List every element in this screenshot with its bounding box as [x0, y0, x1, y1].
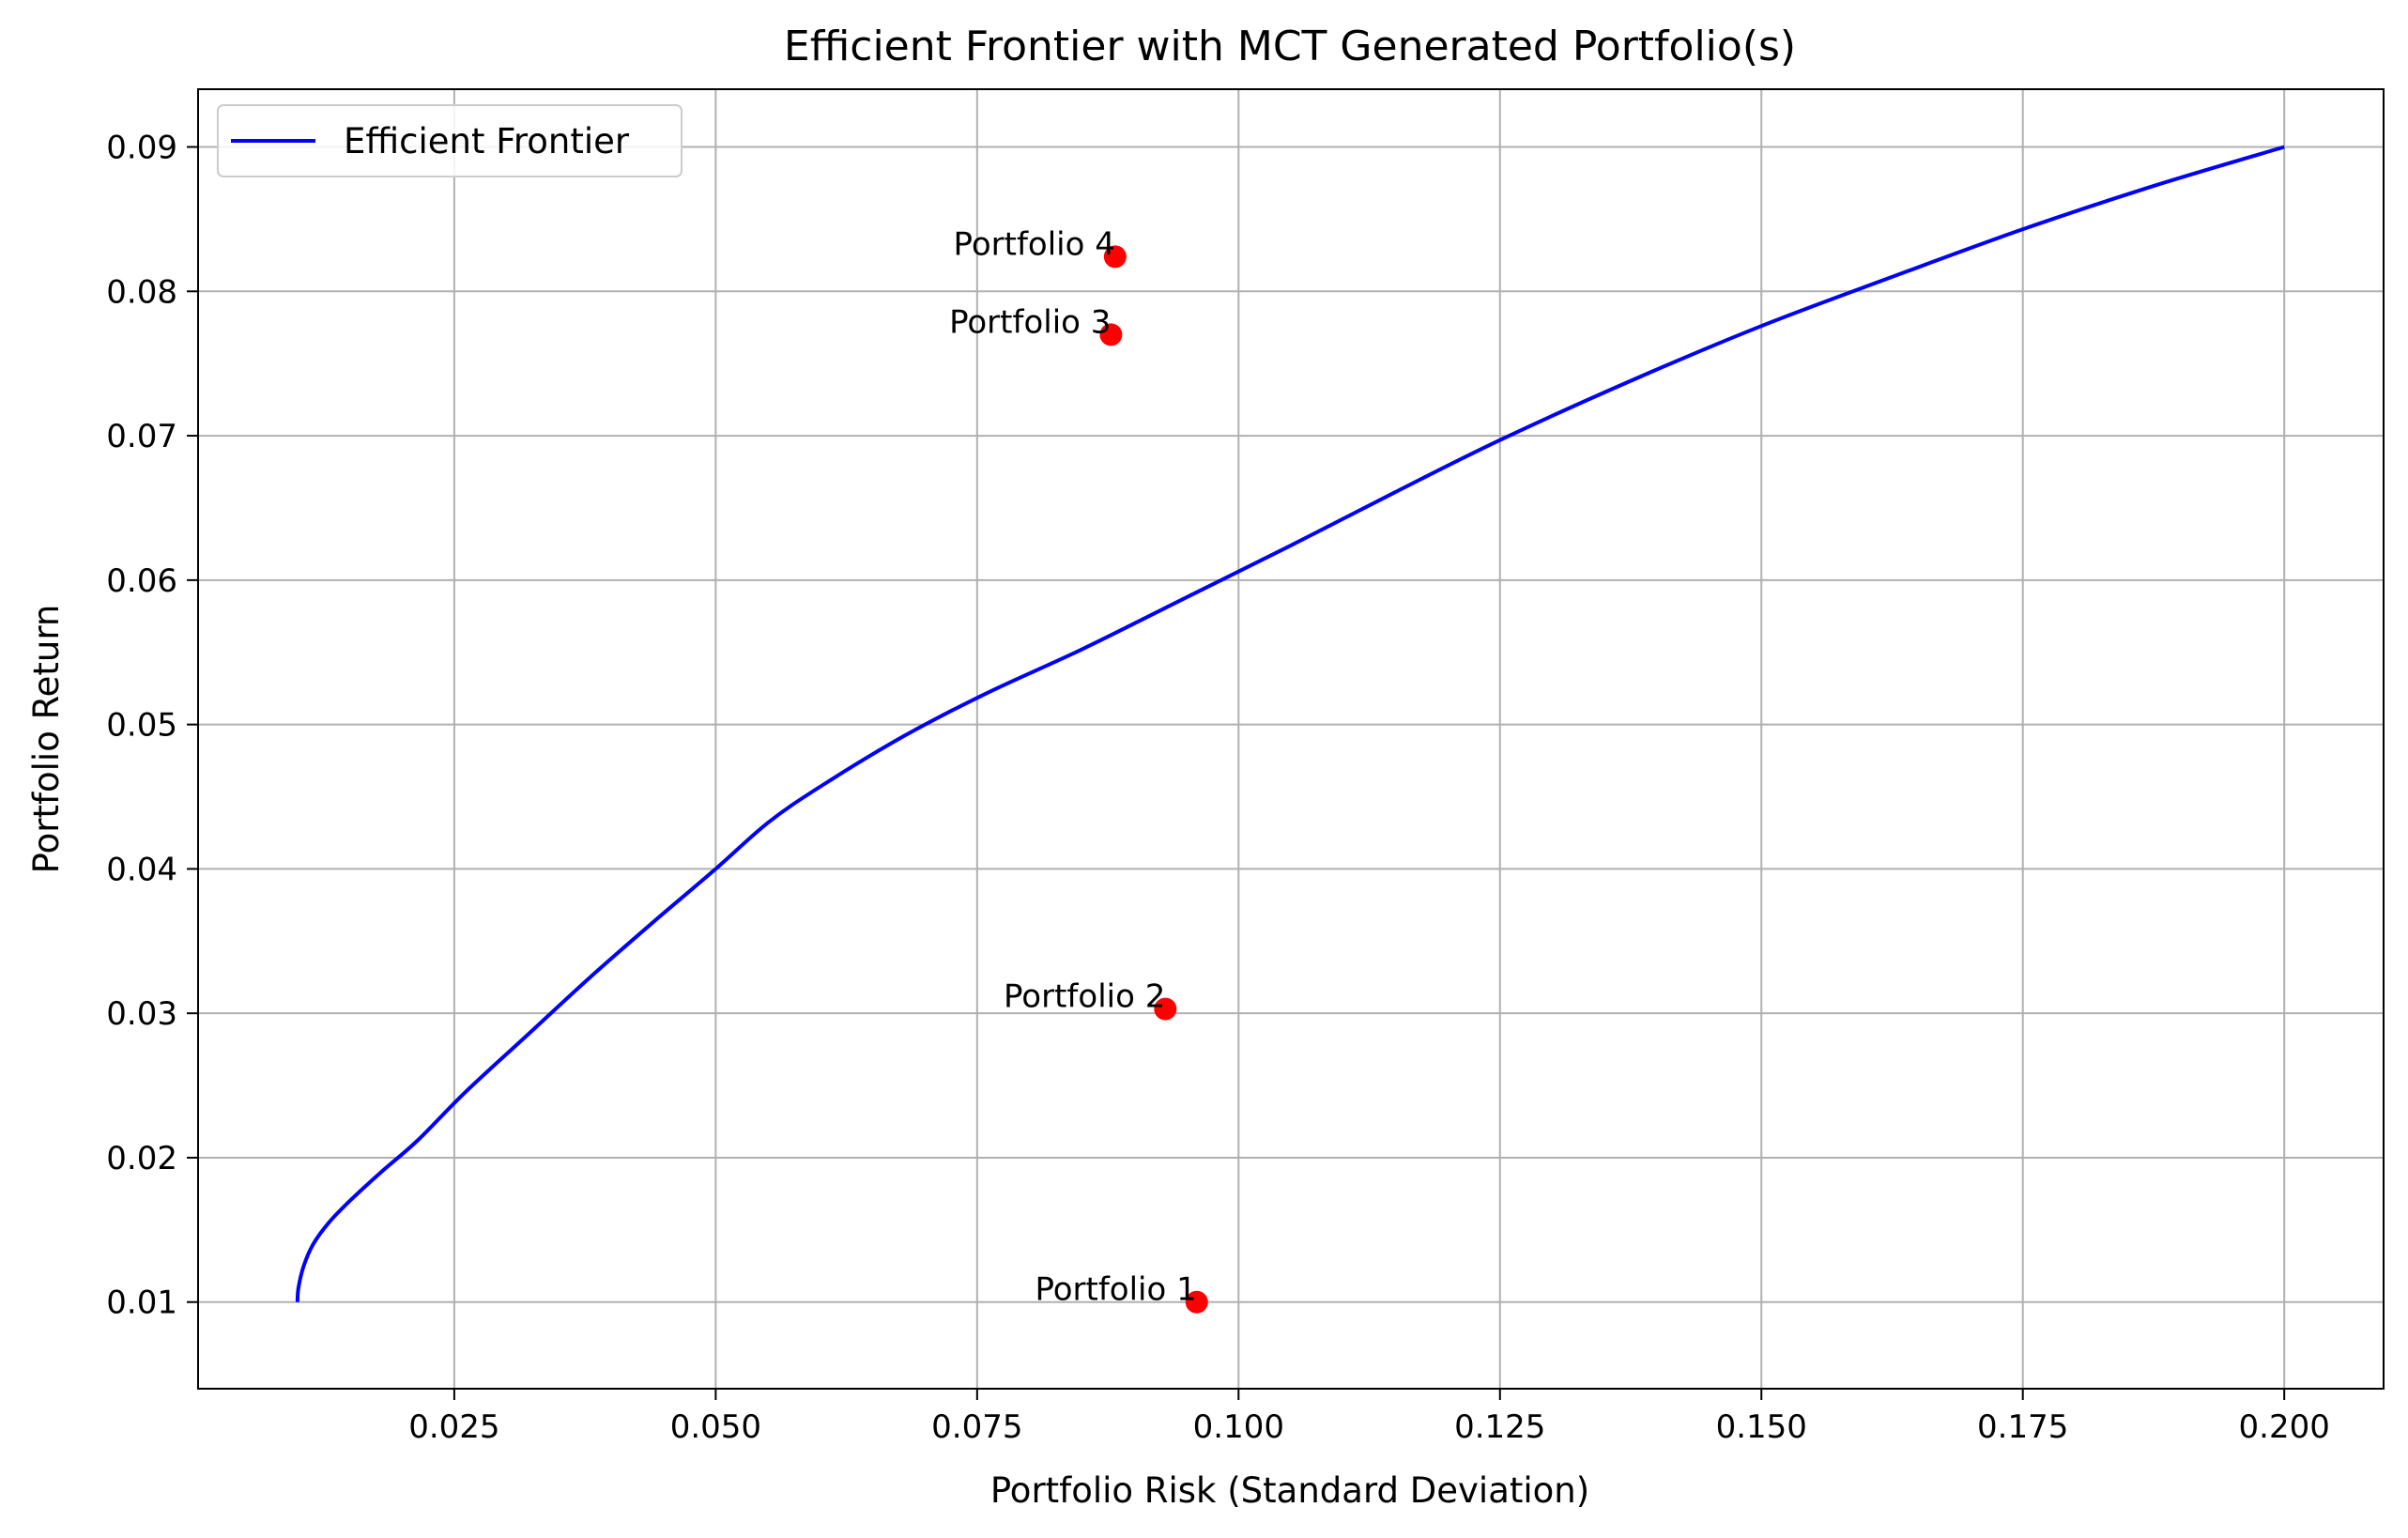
x-tick-label: 0.175: [1977, 1408, 2068, 1446]
portfolio-label: Portfolio 4: [954, 225, 1115, 263]
y-tick-label: 0.01: [106, 1284, 177, 1322]
legend-entry: Efficient Frontier: [344, 121, 630, 161]
x-tick-label: 0.075: [931, 1408, 1022, 1446]
y-tick-label: 0.08: [106, 273, 177, 311]
portfolio-point: [1103, 245, 1127, 269]
y-tick-label: 0.05: [106, 707, 177, 745]
grid: [198, 89, 2384, 1389]
y-axis-label: Portfolio Return: [26, 605, 67, 874]
y-tick-label: 0.02: [106, 1140, 177, 1177]
portfolio-label: Portfolio 2: [1004, 978, 1165, 1016]
x-tick-label: 0.150: [1716, 1408, 1807, 1446]
series-layer: [295, 145, 2285, 1302]
y-tick-label: 0.03: [106, 995, 177, 1033]
x-tick-label: 0.100: [1193, 1408, 1284, 1446]
portfolio-point: [1154, 997, 1177, 1021]
x-tick-label: 0.050: [670, 1408, 761, 1446]
efficient-frontier-line: [295, 145, 2285, 1302]
portfolio-point: [1185, 1290, 1208, 1314]
y-axis-ticks: 0.01 0.02 0.03 0.04 0.05 0.06 0.07 0.08 0.09: [106, 130, 198, 1322]
portfolio-label: Portfolio 1: [1035, 1271, 1196, 1309]
y-tick-label: 0.04: [106, 851, 177, 888]
x-tick-label: 0.125: [1454, 1408, 1545, 1446]
y-tick-label: 0.06: [106, 562, 177, 600]
x-axis-label: Portfolio Risk (Standard Deviation): [990, 1470, 1589, 1511]
legend: Efficient Frontier: [217, 104, 683, 177]
x-tick-label: 0.025: [408, 1408, 499, 1446]
x-tick-label: 0.200: [2239, 1408, 2330, 1446]
chart-title: Efficient Frontier with MCT Generated Po…: [784, 23, 1796, 70]
y-tick-label: 0.07: [106, 418, 177, 455]
y-tick-label: 0.09: [106, 130, 177, 167]
plot-frame: [197, 88, 2385, 1390]
portfolio-point: [1099, 323, 1123, 346]
x-axis-ticks: 0.025 0.050 0.075 0.100 0.125 0.150 0.175 0.200: [408, 1389, 2330, 1446]
portfolio-label: Portfolio 3: [949, 303, 1111, 341]
points-layer: Portfolio 1 Portfolio 2 Portfolio 3 Portfol…: [949, 225, 1208, 1314]
legend-box: [217, 104, 683, 177]
